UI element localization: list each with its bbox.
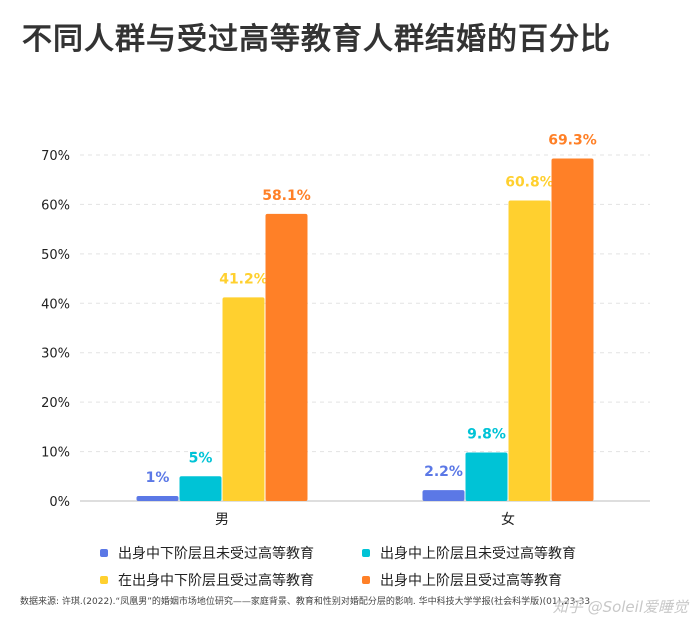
bar <box>265 213 308 501</box>
legend-item: 出身中上阶层且受过高等教育 <box>362 570 562 590</box>
x-tick-label: 女 <box>501 511 515 528</box>
y-tick-label: 0% <box>49 495 70 510</box>
data-label: 58.1% <box>262 188 311 204</box>
watermark: 知乎 @Soleil爱睡觉 <box>552 598 688 616</box>
data-label: 5% <box>189 450 213 466</box>
source-note: 数据来源: 许琪.(2022).“凤凰男”的婚姻市场地位研究——家庭背景、教育和… <box>20 597 593 607</box>
y-tick-label: 60% <box>41 198 70 213</box>
data-label: 60.8% <box>505 174 554 190</box>
y-tick-label: 10% <box>41 446 70 461</box>
bar <box>422 490 465 501</box>
legend-label: 出身中下阶层且未受过高等教育 <box>118 546 314 562</box>
legend-label: 出身中上阶层且未受过高等教育 <box>380 546 576 562</box>
legend-item: 出身中下阶层且未受过高等教育 <box>100 543 314 563</box>
bar <box>465 452 508 501</box>
legend-swatch <box>362 549 370 557</box>
y-tick-label: 70% <box>41 149 70 164</box>
bar <box>222 297 265 501</box>
bar <box>508 200 551 501</box>
data-label: 41.2% <box>219 271 268 287</box>
data-label: 2.2% <box>424 464 463 480</box>
bar-chart: 0% 10% 20% 30% 40% 50% 60% 70% 1% 5% 41.2% 58.1% 男 2.… <box>41 132 650 528</box>
bar <box>179 476 222 501</box>
data-label: 9.8% <box>467 427 506 443</box>
y-tick-label: 40% <box>41 297 70 312</box>
data-label: 69.3% <box>548 132 597 148</box>
x-tick-label: 男 <box>215 512 229 528</box>
bar <box>136 496 179 501</box>
legend-swatch <box>362 576 370 584</box>
legend-label: 出身中上阶层且受过高等教育 <box>380 573 562 589</box>
legend-label: 在出身中下阶层且受过高等教育 <box>118 573 314 589</box>
y-tick-label: 50% <box>41 248 70 263</box>
bar <box>551 158 594 501</box>
y-tick-label: 30% <box>41 347 70 362</box>
legend-item: 在出身中下阶层且受过高等教育 <box>100 570 314 590</box>
legend-swatch <box>100 549 108 557</box>
chart-title: 不同人群与受过高等教育人群结婚的百分比 <box>22 22 611 57</box>
data-label: 1% <box>146 470 170 486</box>
legend-swatch <box>100 576 108 584</box>
y-tick-label: 20% <box>41 396 70 411</box>
legend-item: 出身中上阶层且未受过高等教育 <box>362 543 576 563</box>
